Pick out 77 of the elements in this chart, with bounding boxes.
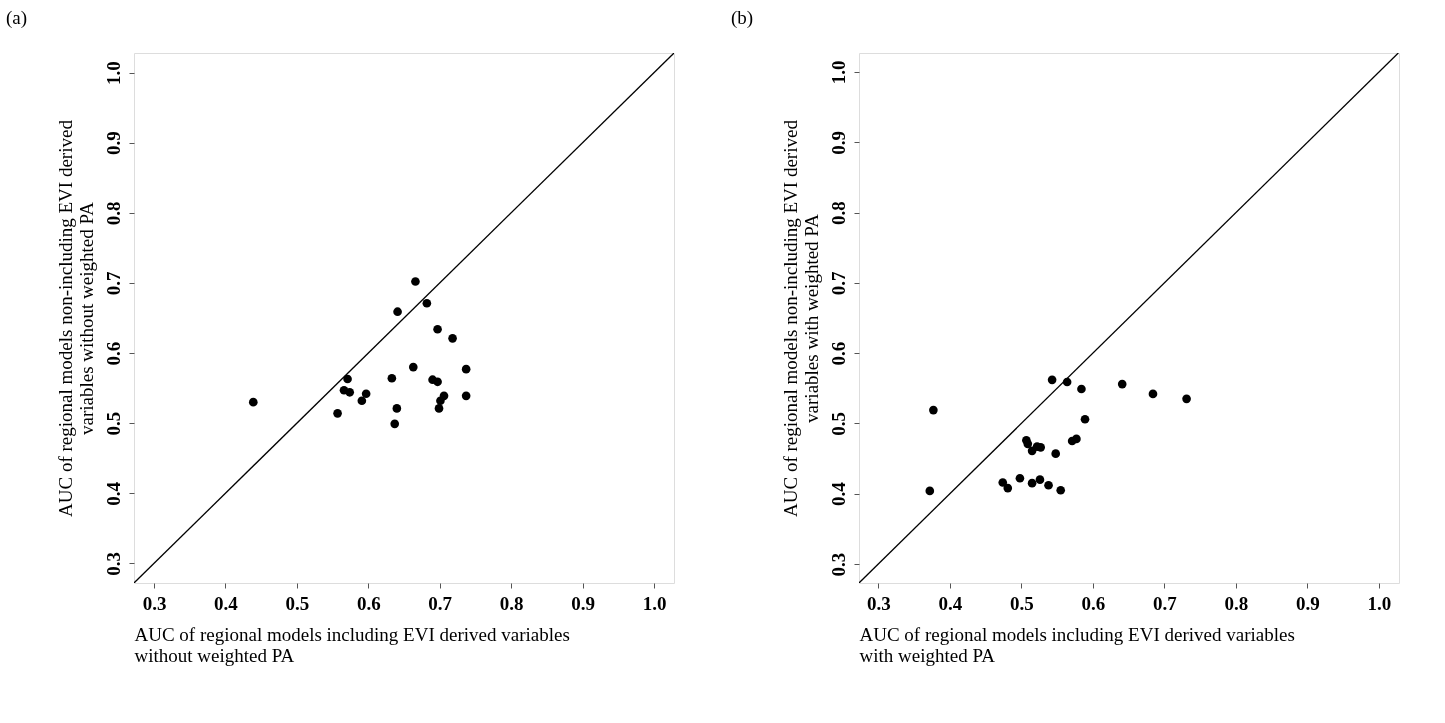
x-tick-label: 0.6 (1081, 592, 1106, 614)
y-tick-label: 0.6 (102, 341, 124, 366)
point (925, 486, 935, 496)
point (1080, 414, 1090, 424)
x-tick-label: 0.5 (1009, 592, 1034, 614)
y-tick-label: 0.7 (102, 271, 124, 296)
point (1035, 475, 1045, 484)
point (361, 389, 371, 399)
y-tick-label: 0.8 (827, 201, 849, 225)
point (393, 307, 402, 317)
point (422, 298, 432, 308)
point (411, 277, 420, 286)
x-tick-label: 0.3 (866, 592, 891, 614)
x-tick-label: 0.4 (214, 592, 239, 614)
point (998, 478, 1008, 487)
point (1015, 473, 1025, 483)
x-tick-label: 0.8 (499, 592, 524, 614)
point (387, 373, 397, 383)
point (1077, 384, 1086, 394)
y-tick-label: 0.4 (102, 481, 124, 506)
x-tick-label: 0.5 (285, 592, 310, 614)
point (1003, 483, 1013, 493)
x-tick-label: 0.7 (428, 592, 453, 614)
x-axis-title: AUC of regional models including EVI derived variables without weighted PA (134, 623, 570, 666)
x-tick-label: 0.9 (1296, 592, 1320, 614)
point (343, 374, 352, 384)
y-axis-title: AUC of regional models non-including EVI derived variables without weighted PA (54, 119, 97, 517)
y-tick-label: 0.3 (102, 552, 124, 576)
point (357, 396, 367, 406)
point (1148, 389, 1158, 399)
x-tick-label: 0.9 (571, 592, 595, 614)
point (392, 404, 402, 413)
point (461, 364, 471, 374)
point (1117, 379, 1127, 389)
y-tick-label: 0.9 (102, 131, 124, 156)
point (1072, 434, 1081, 444)
x-tick-label: 1.0 (1367, 592, 1392, 614)
point (333, 409, 342, 418)
point (1036, 443, 1045, 452)
point (1027, 478, 1037, 488)
point (1047, 375, 1057, 385)
point (248, 397, 258, 407)
x-tick-label: 0.6 (356, 592, 381, 614)
y-tick-label: 0.4 (827, 481, 849, 507)
chart-title: (a) (6, 7, 28, 29)
chart-title: (b) (731, 7, 754, 29)
point (1056, 485, 1066, 495)
point (434, 404, 444, 413)
point (433, 377, 442, 387)
y-axis-title: AUC of regional models non-including EVI derived variables with weighted PA (779, 119, 822, 517)
point (929, 405, 938, 415)
x-tick-label: 0.8 (1224, 592, 1249, 614)
point (448, 334, 457, 343)
point (408, 362, 418, 372)
point (436, 396, 445, 406)
y-tick-label: 1.0 (827, 60, 849, 85)
x-tick-label: 0.3 (142, 592, 167, 614)
point (390, 419, 400, 429)
point (1044, 480, 1053, 490)
point (1023, 439, 1033, 449)
y-tick-label: 1.0 (102, 61, 124, 85)
point (1182, 394, 1191, 404)
point (1051, 449, 1061, 458)
point (433, 324, 442, 334)
x-tick-label: 0.4 (938, 592, 963, 614)
y-tick-label: 0.5 (102, 411, 124, 436)
y-tick-label: 0.8 (102, 201, 124, 226)
x-tick-label: 1.0 (642, 592, 667, 614)
y-tick-label: 0.7 (827, 270, 849, 296)
point (461, 391, 471, 401)
y-tick-label: 0.6 (827, 341, 849, 366)
y-tick-label: 0.3 (827, 552, 849, 577)
x-tick-label: 0.7 (1153, 592, 1178, 614)
y-tick-label: 0.5 (827, 412, 849, 436)
point (345, 387, 355, 397)
x-axis-title: AUC of regional models including EVI derived variables with weighted PA (859, 623, 1295, 666)
y-tick-label: 0.9 (827, 130, 849, 155)
